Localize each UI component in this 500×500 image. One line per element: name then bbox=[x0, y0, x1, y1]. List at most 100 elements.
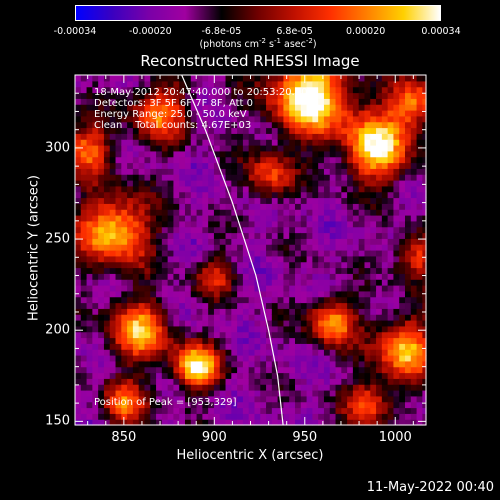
heatmap-cell bbox=[381, 261, 389, 269]
heatmap-cell bbox=[410, 110, 418, 117]
heatmap-cell bbox=[277, 180, 285, 187]
heatmap-cell bbox=[144, 150, 151, 158]
heatmap-cell bbox=[138, 197, 146, 204]
heatmap-cell bbox=[202, 180, 209, 187]
heatmap-cell bbox=[231, 156, 238, 164]
heatmap-cell bbox=[370, 209, 377, 216]
heatmap-cell bbox=[167, 232, 175, 239]
heatmap-cell bbox=[208, 267, 215, 274]
heatmap-cell bbox=[115, 308, 122, 315]
heatmap-cell bbox=[132, 273, 140, 280]
heatmap-cell bbox=[121, 366, 128, 374]
heatmap-cell bbox=[260, 220, 267, 228]
heatmap-cell bbox=[381, 390, 389, 397]
heatmap-cell bbox=[266, 337, 273, 344]
heatmap-cell bbox=[150, 127, 157, 134]
heatmap-cell bbox=[103, 285, 111, 292]
y-tick-label: 150 bbox=[45, 413, 70, 429]
heatmap-cell bbox=[103, 215, 111, 222]
heatmap-cell bbox=[364, 337, 371, 344]
heatmap-cell bbox=[213, 174, 221, 181]
heatmap-cell bbox=[202, 110, 209, 117]
heatmap-cell bbox=[202, 261, 209, 269]
heatmap-cell bbox=[376, 232, 383, 239]
heatmap-cell bbox=[138, 302, 146, 309]
heatmap-cell bbox=[376, 419, 383, 426]
heatmap-cell bbox=[80, 215, 88, 222]
heatmap-cell bbox=[410, 197, 418, 204]
heatmap-cell bbox=[300, 360, 308, 368]
heatmap-cell bbox=[312, 413, 319, 420]
heatmap-cell bbox=[138, 244, 146, 251]
heatmap-cell bbox=[202, 320, 209, 327]
heatmap-cell bbox=[156, 133, 163, 140]
heatmap-cell bbox=[225, 98, 232, 105]
heatmap-cell bbox=[132, 407, 140, 414]
heatmap-cell bbox=[185, 407, 192, 414]
heatmap-cell bbox=[277, 285, 285, 292]
heatmap-cell bbox=[219, 302, 227, 309]
heatmap-cell bbox=[173, 360, 180, 368]
heatmap-cell bbox=[266, 139, 273, 146]
heatmap-cell bbox=[127, 290, 134, 298]
heatmap-cell bbox=[144, 220, 151, 228]
heatmap-cell bbox=[231, 267, 238, 274]
heatmap-cell bbox=[138, 255, 146, 263]
heatmap-cell bbox=[225, 343, 232, 350]
heatmap-cell bbox=[410, 180, 418, 187]
heatmap-cell bbox=[225, 238, 232, 245]
heatmap-cell bbox=[405, 209, 412, 216]
heatmap-cell bbox=[92, 92, 99, 99]
heatmap-cell bbox=[127, 92, 134, 99]
heatmap-cell bbox=[196, 384, 203, 391]
heatmap-cell bbox=[410, 86, 418, 94]
heatmap-cell bbox=[225, 180, 232, 187]
heatmap-cell bbox=[185, 115, 192, 123]
heatmap-cell bbox=[335, 220, 342, 228]
heatmap-cell bbox=[213, 302, 221, 309]
heatmap-cell bbox=[115, 250, 122, 257]
heatmap-cell bbox=[358, 168, 366, 175]
heatmap-cell bbox=[242, 390, 250, 397]
heatmap-cell bbox=[352, 226, 360, 234]
heatmap-cell bbox=[283, 238, 290, 245]
heatmap-cell bbox=[167, 331, 175, 339]
heatmap-cell bbox=[156, 337, 163, 344]
heatmap-cell bbox=[173, 215, 180, 222]
heatmap-cell bbox=[254, 168, 261, 175]
heatmap-cell bbox=[103, 343, 111, 350]
heatmap-cell bbox=[173, 255, 180, 263]
heatmap-cell bbox=[167, 419, 175, 426]
heatmap-cell bbox=[150, 360, 157, 368]
heatmap-cell bbox=[347, 244, 354, 251]
heatmap-cell bbox=[248, 384, 256, 391]
heatmap-cell bbox=[115, 197, 122, 204]
heatmap-cell bbox=[127, 162, 134, 169]
heatmap-cell bbox=[242, 419, 250, 426]
heatmap-cell bbox=[121, 232, 128, 239]
heatmap-cell bbox=[254, 115, 261, 123]
heatmap-cell bbox=[422, 261, 427, 269]
heatmap-cell bbox=[422, 209, 427, 216]
heatmap-cell bbox=[109, 372, 117, 379]
heatmap-cell bbox=[381, 174, 389, 181]
heatmap-cell bbox=[190, 121, 198, 129]
heatmap-cell bbox=[277, 127, 285, 134]
heatmap-cell bbox=[75, 285, 82, 292]
heatmap-cell bbox=[237, 86, 244, 94]
heatmap-cell bbox=[260, 156, 267, 164]
heatmap-cell bbox=[300, 349, 308, 356]
heatmap-cell bbox=[179, 139, 186, 146]
heatmap-cell bbox=[422, 349, 427, 356]
heatmap-cell bbox=[381, 308, 389, 315]
heatmap-cell bbox=[75, 80, 82, 88]
heatmap-cell bbox=[98, 220, 105, 228]
heatmap-cell bbox=[254, 273, 261, 280]
heatmap-cell bbox=[167, 378, 175, 385]
heatmap-cell bbox=[393, 366, 400, 374]
info-detectors: Detectors: 3F 5F 6F 7F 8F, Att 0 bbox=[94, 98, 254, 109]
heatmap-cell bbox=[295, 390, 302, 397]
heatmap-cell bbox=[167, 180, 175, 187]
heatmap-cell bbox=[115, 343, 122, 350]
heatmap-cell bbox=[80, 98, 88, 105]
